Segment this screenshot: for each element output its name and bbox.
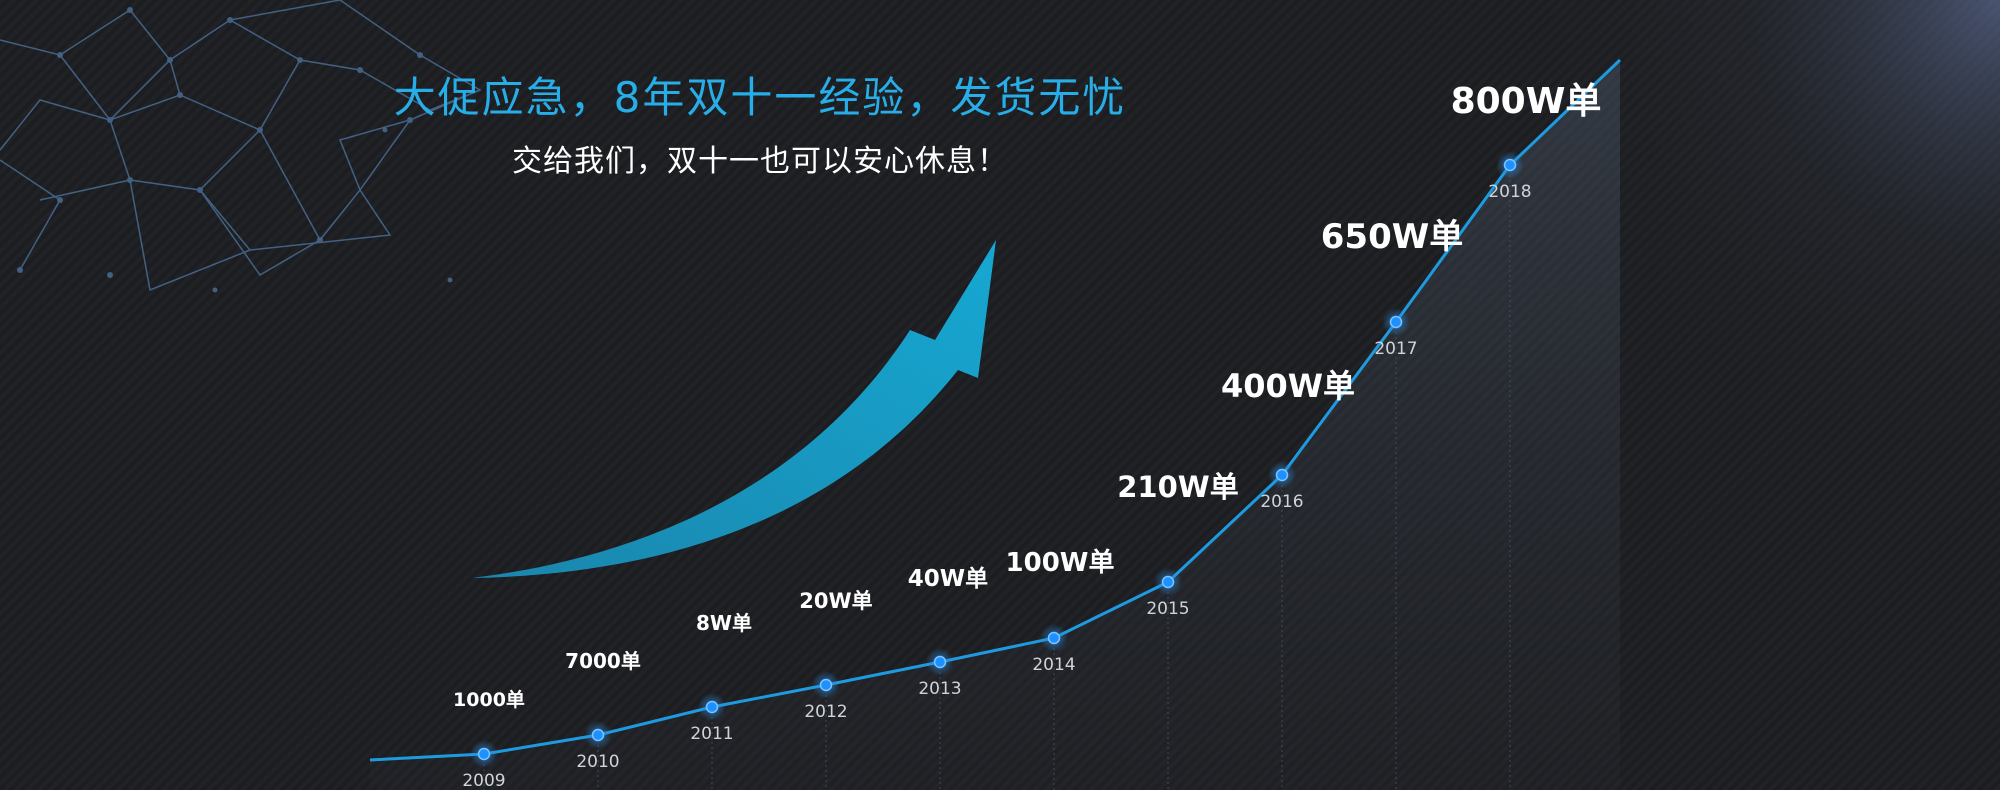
- data-label: 7000单: [565, 649, 641, 673]
- data-point-2009: [477, 747, 491, 761]
- data-label: 40W单: [908, 566, 988, 592]
- network-mesh-decoration: [0, 0, 482, 293]
- data-label: 100W单: [1006, 548, 1115, 578]
- x-tick-label: 2014: [1032, 655, 1075, 675]
- x-tick-label: 2015: [1146, 599, 1189, 619]
- data-point-2015: [1161, 575, 1175, 589]
- data-label: 650W单: [1321, 217, 1463, 257]
- data-point-2011: [705, 700, 719, 714]
- x-tick-label: 2011: [690, 724, 733, 744]
- x-tick-label: 2012: [804, 702, 847, 722]
- growth-arrow-icon: [472, 240, 996, 578]
- data-point-2014: [1047, 631, 1061, 645]
- data-label: 1000单: [453, 688, 525, 711]
- data-point-2013: [933, 655, 947, 669]
- x-tick-label: 2010: [576, 752, 619, 772]
- page-title: 大促应急，8年双十一经验，发货无忧: [393, 73, 1127, 122]
- data-label: 400W单: [1221, 367, 1355, 405]
- data-point-2018: [1503, 158, 1517, 172]
- data-label: 800W单: [1451, 81, 1602, 122]
- x-tick-label: 2013: [918, 679, 961, 699]
- series-line: [369, 58, 1622, 762]
- x-tick-label: 2018: [1488, 182, 1531, 202]
- x-tick-label: 2016: [1260, 492, 1303, 512]
- x-tick-label: 2017: [1374, 339, 1417, 359]
- area-fill: [370, 60, 1620, 790]
- chart-area: 2009 1000单 2010 7000单 2011 8W单 2012 20W单 2013 40W…: [369, 58, 1622, 790]
- data-label: 20W单: [799, 589, 872, 613]
- data-point-2010: [591, 728, 605, 742]
- data-point-2012: [819, 678, 833, 692]
- data-point-2017: [1389, 315, 1403, 329]
- page-subtitle: 交给我们，双十一也可以安心休息！: [512, 144, 1008, 179]
- data-label: 8W单: [696, 611, 752, 635]
- data-point-2016: [1275, 468, 1289, 482]
- x-tick-label: 2009: [462, 771, 505, 790]
- data-label: 210W单: [1117, 470, 1239, 504]
